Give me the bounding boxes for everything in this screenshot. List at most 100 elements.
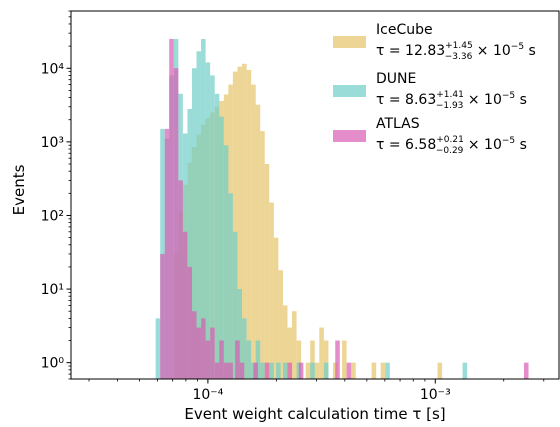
tau-lower: −0.29 — [436, 146, 464, 156]
legend-swatch — [333, 130, 366, 142]
legend-label: DUNE — [376, 71, 416, 87]
bar-atlas-12 — [214, 362, 220, 379]
bar-dune-7 — [187, 108, 193, 380]
bar-atlas-11 — [210, 327, 215, 379]
bar-dune-17 — [232, 231, 238, 379]
bar-atlas-8 — [196, 327, 202, 379]
bar-dune-28 — [310, 362, 315, 379]
tau-lower: −3.36 — [445, 52, 473, 62]
bar-atlas-6 — [187, 266, 193, 379]
bar-dune-13 — [214, 93, 220, 380]
bar-atlas-23 — [346, 362, 352, 379]
bar-icecube-25 — [287, 327, 293, 379]
bar-dune-24 — [269, 362, 274, 379]
bar-atlas-18 — [253, 362, 258, 379]
bar-dune-14 — [219, 116, 224, 380]
y-tick-label: 10⁰ — [41, 356, 65, 372]
series-atlas — [160, 38, 529, 380]
bar-dune-10 — [201, 38, 206, 379]
bar-atlas-20 — [287, 362, 293, 379]
bar-icecube-38 — [437, 362, 443, 379]
bar-icecube-16 — [246, 69, 252, 379]
bar-icecube-18 — [255, 104, 261, 379]
bar-icecube-23 — [278, 270, 283, 379]
bar-icecube-29 — [310, 340, 315, 379]
bar-dune-1 — [160, 128, 165, 379]
legend-item-atlas: ATLAS τ = 6.58+0.21 −0.29 × 10−5 s — [333, 116, 527, 156]
bar-atlas-2 — [169, 38, 174, 379]
bar-dune-12 — [210, 75, 215, 380]
tau-upper: +1.41 — [436, 90, 464, 100]
bar-dune-18 — [237, 289, 243, 379]
legend-item-dune: DUNE τ = 8.63+1.41 −1.93 × 10−5 s — [333, 71, 527, 111]
bar-icecube-19 — [260, 131, 265, 379]
legend: IceCube τ = 12.83+1.45 −3.36 × 10−5 s DUNE τ… — [333, 22, 536, 156]
bar-atlas-7 — [191, 311, 197, 379]
legend-tau-expression: τ = 12.83+1.45 −3.36 × 10−5 s — [376, 41, 536, 62]
bar-icecube-33 — [332, 362, 338, 379]
bar-icecube-32 — [323, 340, 329, 379]
bar-atlas-21 — [298, 362, 304, 379]
bar-atlas-10 — [205, 340, 211, 379]
bar-dune-23 — [260, 362, 265, 379]
bar-dune-11 — [205, 62, 211, 379]
bar-icecube-15 — [242, 63, 247, 380]
y-tick-label: 10² — [41, 208, 64, 224]
bar-dune-26 — [282, 362, 288, 379]
bar-icecube-28 — [305, 362, 311, 379]
legend-item-icecube: IceCube τ = 12.83+1.45 −3.36 × 10−5 s — [333, 22, 536, 62]
bar-dune-30 — [385, 362, 390, 379]
bar-dune-15 — [223, 145, 229, 379]
bar-dune-8 — [191, 68, 197, 380]
bar-icecube-27 — [296, 340, 302, 379]
x-tick-label: 10⁻³ — [420, 387, 451, 403]
bar-icecube-37 — [380, 362, 386, 379]
bar-icecube-35 — [351, 362, 356, 379]
bar-atlas-22 — [335, 340, 340, 379]
y-axis-label: Events — [10, 164, 28, 215]
x-axis-label: Event weight calculation time τ [s] — [184, 405, 445, 423]
x-tick-label: 10⁻⁴ — [192, 387, 223, 403]
bar-dune-20 — [246, 340, 252, 379]
bar-icecube-21 — [269, 202, 274, 379]
bar-icecube-36 — [371, 362, 377, 379]
bar-atlas-17 — [239, 362, 245, 379]
bar-icecube-22 — [273, 237, 279, 379]
bar-dune-29 — [323, 362, 329, 379]
bar-atlas-19 — [264, 362, 270, 379]
bar-dune-25 — [276, 362, 281, 379]
bar-icecube-24 — [282, 305, 288, 379]
tau-upper: +1.45 — [445, 41, 473, 51]
bar-atlas-5 — [182, 231, 188, 379]
bar-icecube-20 — [264, 164, 270, 379]
bar-atlas-1 — [164, 128, 170, 379]
bar-dune-16 — [228, 193, 233, 379]
bar-dune-31 — [462, 362, 468, 379]
legend-tau-expression: τ = 6.58+0.21 −0.29 × 10−5 s — [376, 135, 527, 156]
bar-icecube-17 — [251, 84, 256, 379]
bar-dune-22 — [255, 340, 261, 379]
legend-tau-expression: τ = 8.63+1.41 −1.93 × 10−5 s — [376, 90, 527, 111]
bar-atlas-15 — [228, 362, 233, 379]
histogram-bars — [155, 38, 529, 380]
y-tick-label: 10³ — [41, 135, 64, 151]
legend-label: IceCube — [376, 22, 433, 38]
bar-dune-19 — [242, 318, 247, 379]
bar-icecube-30 — [314, 362, 320, 379]
bar-atlas-9 — [201, 318, 206, 379]
bar-icecube-31 — [319, 327, 324, 379]
axis-ticks: 10⁻⁴ 10⁻³ 10⁰ 10¹ 10² 10³ 10⁴ — [41, 10, 545, 403]
tau-lower: −1.93 — [436, 101, 464, 111]
bar-icecube-34 — [342, 340, 347, 379]
legend-label: ATLAS — [376, 116, 420, 132]
bar-dune-9 — [196, 51, 202, 380]
legend-swatch — [333, 85, 366, 97]
bar-icecube-26 — [292, 311, 297, 379]
tau-upper: +0.21 — [436, 135, 464, 145]
bar-dune-0 — [155, 318, 161, 379]
bar-atlas-3 — [173, 68, 179, 380]
plot-frame — [70, 10, 560, 380]
bar-atlas-24 — [523, 362, 529, 379]
bar-atlas-16 — [235, 340, 240, 379]
